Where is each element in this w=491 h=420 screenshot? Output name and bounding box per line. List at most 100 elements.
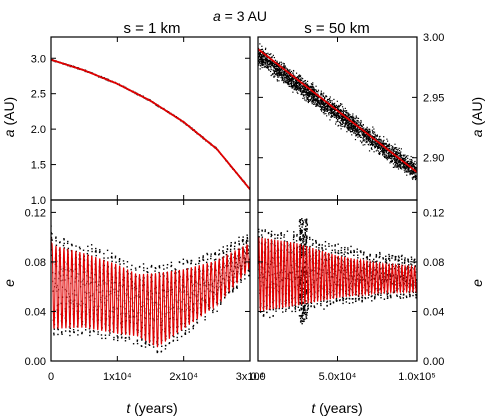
numerical-point bbox=[406, 174, 408, 176]
numerical-point bbox=[301, 87, 303, 90]
numerical-point bbox=[291, 78, 293, 80]
numerical-point bbox=[265, 66, 267, 69]
numerical-point bbox=[111, 252, 113, 254]
numerical-point bbox=[276, 67, 278, 69]
numerical-point bbox=[399, 160, 401, 162]
numerical-point bbox=[357, 120, 359, 122]
numerical-point bbox=[278, 307, 280, 310]
numerical-point bbox=[306, 88, 308, 90]
numerical-point bbox=[64, 330, 67, 332]
numerical-point bbox=[344, 119, 346, 121]
numerical-point bbox=[414, 178, 417, 181]
numerical-point bbox=[310, 90, 312, 92]
numerical-point bbox=[410, 170, 412, 172]
numerical-point bbox=[269, 64, 271, 66]
numerical-point bbox=[335, 104, 337, 106]
numerical-point bbox=[202, 256, 204, 258]
numerical-point bbox=[310, 93, 312, 95]
numerical-point bbox=[292, 72, 294, 74]
numerical-point bbox=[365, 137, 367, 140]
numerical-point bbox=[244, 274, 246, 276]
numerical-point bbox=[371, 144, 374, 147]
numerical-point bbox=[103, 252, 105, 255]
numerical-point bbox=[284, 65, 286, 67]
numerical-point bbox=[365, 130, 367, 133]
ylabel-top-right-unit: (AU) bbox=[469, 97, 485, 130]
numerical-point bbox=[414, 175, 416, 177]
numerical-point bbox=[267, 60, 270, 62]
numerical-point bbox=[87, 250, 89, 252]
numerical-point bbox=[283, 75, 285, 77]
numerical-point bbox=[319, 104, 321, 106]
numerical-point bbox=[395, 152, 397, 154]
numerical-point bbox=[290, 80, 292, 82]
numerical-point bbox=[306, 83, 309, 85]
numerical-point bbox=[378, 153, 381, 156]
numerical-point bbox=[277, 72, 280, 74]
numerical-point bbox=[396, 151, 398, 153]
numerical-point bbox=[360, 125, 362, 127]
numerical-point bbox=[291, 79, 293, 81]
numerical-point bbox=[331, 107, 333, 109]
numerical-point bbox=[368, 132, 370, 134]
numerical-point bbox=[310, 85, 312, 87]
numerical-points-top-right bbox=[258, 43, 417, 181]
numerical-point bbox=[302, 78, 304, 80]
numerical-point bbox=[307, 91, 310, 93]
numerical-point bbox=[265, 53, 268, 55]
numerical-point bbox=[314, 98, 316, 100]
numerical-point bbox=[57, 333, 59, 336]
numerical-point bbox=[374, 135, 376, 137]
figure-title: a = 3 AU bbox=[213, 8, 267, 24]
numerical-point bbox=[258, 52, 260, 54]
numerical-point bbox=[234, 241, 236, 244]
numerical-point bbox=[408, 170, 410, 172]
numerical-point bbox=[399, 164, 401, 166]
numerical-point bbox=[335, 113, 338, 115]
numerical-point bbox=[389, 155, 391, 157]
numerical-point bbox=[265, 60, 267, 62]
numerical-point bbox=[283, 64, 285, 66]
numerical-point bbox=[380, 142, 383, 144]
numerical-point bbox=[306, 98, 308, 100]
numerical-point bbox=[321, 103, 324, 106]
numerical-point bbox=[186, 259, 188, 262]
numerical-point bbox=[361, 125, 363, 127]
numerical-point bbox=[351, 117, 353, 120]
numerical-point bbox=[368, 133, 371, 135]
numerical-point bbox=[322, 101, 324, 103]
numerical-point bbox=[261, 57, 263, 59]
numerical-point bbox=[311, 96, 313, 99]
numerical-point bbox=[400, 162, 402, 164]
numerical-point bbox=[322, 108, 324, 111]
numerical-point bbox=[330, 110, 332, 113]
numerical-point bbox=[135, 269, 137, 271]
numerical-point bbox=[325, 107, 327, 109]
numerical-point bbox=[322, 104, 324, 107]
numerical-point bbox=[326, 100, 329, 102]
numerical-point bbox=[371, 141, 373, 143]
numerical-point bbox=[308, 85, 310, 87]
numerical-point bbox=[354, 129, 356, 132]
numerical-point bbox=[89, 331, 91, 334]
numerical-point bbox=[260, 234, 263, 236]
analytic-line-top-left bbox=[51, 58, 250, 190]
numerical-point bbox=[323, 104, 326, 106]
numerical-point bbox=[120, 333, 123, 336]
numerical-point bbox=[337, 105, 339, 108]
numerical-point bbox=[290, 79, 292, 81]
numerical-point bbox=[341, 106, 344, 108]
numerical-point bbox=[259, 59, 261, 61]
numerical-point bbox=[405, 169, 407, 171]
numerical-point bbox=[336, 100, 338, 102]
numerical-point bbox=[308, 94, 310, 96]
numerical-point bbox=[108, 334, 111, 336]
numerical-point bbox=[284, 78, 286, 80]
numerical-point bbox=[414, 172, 417, 174]
numerical-point bbox=[382, 152, 384, 154]
numerical-point bbox=[55, 237, 57, 239]
numerical-point bbox=[303, 94, 305, 96]
numerical-point bbox=[66, 242, 69, 245]
numerical-point bbox=[302, 86, 304, 88]
numerical-point bbox=[376, 142, 378, 144]
